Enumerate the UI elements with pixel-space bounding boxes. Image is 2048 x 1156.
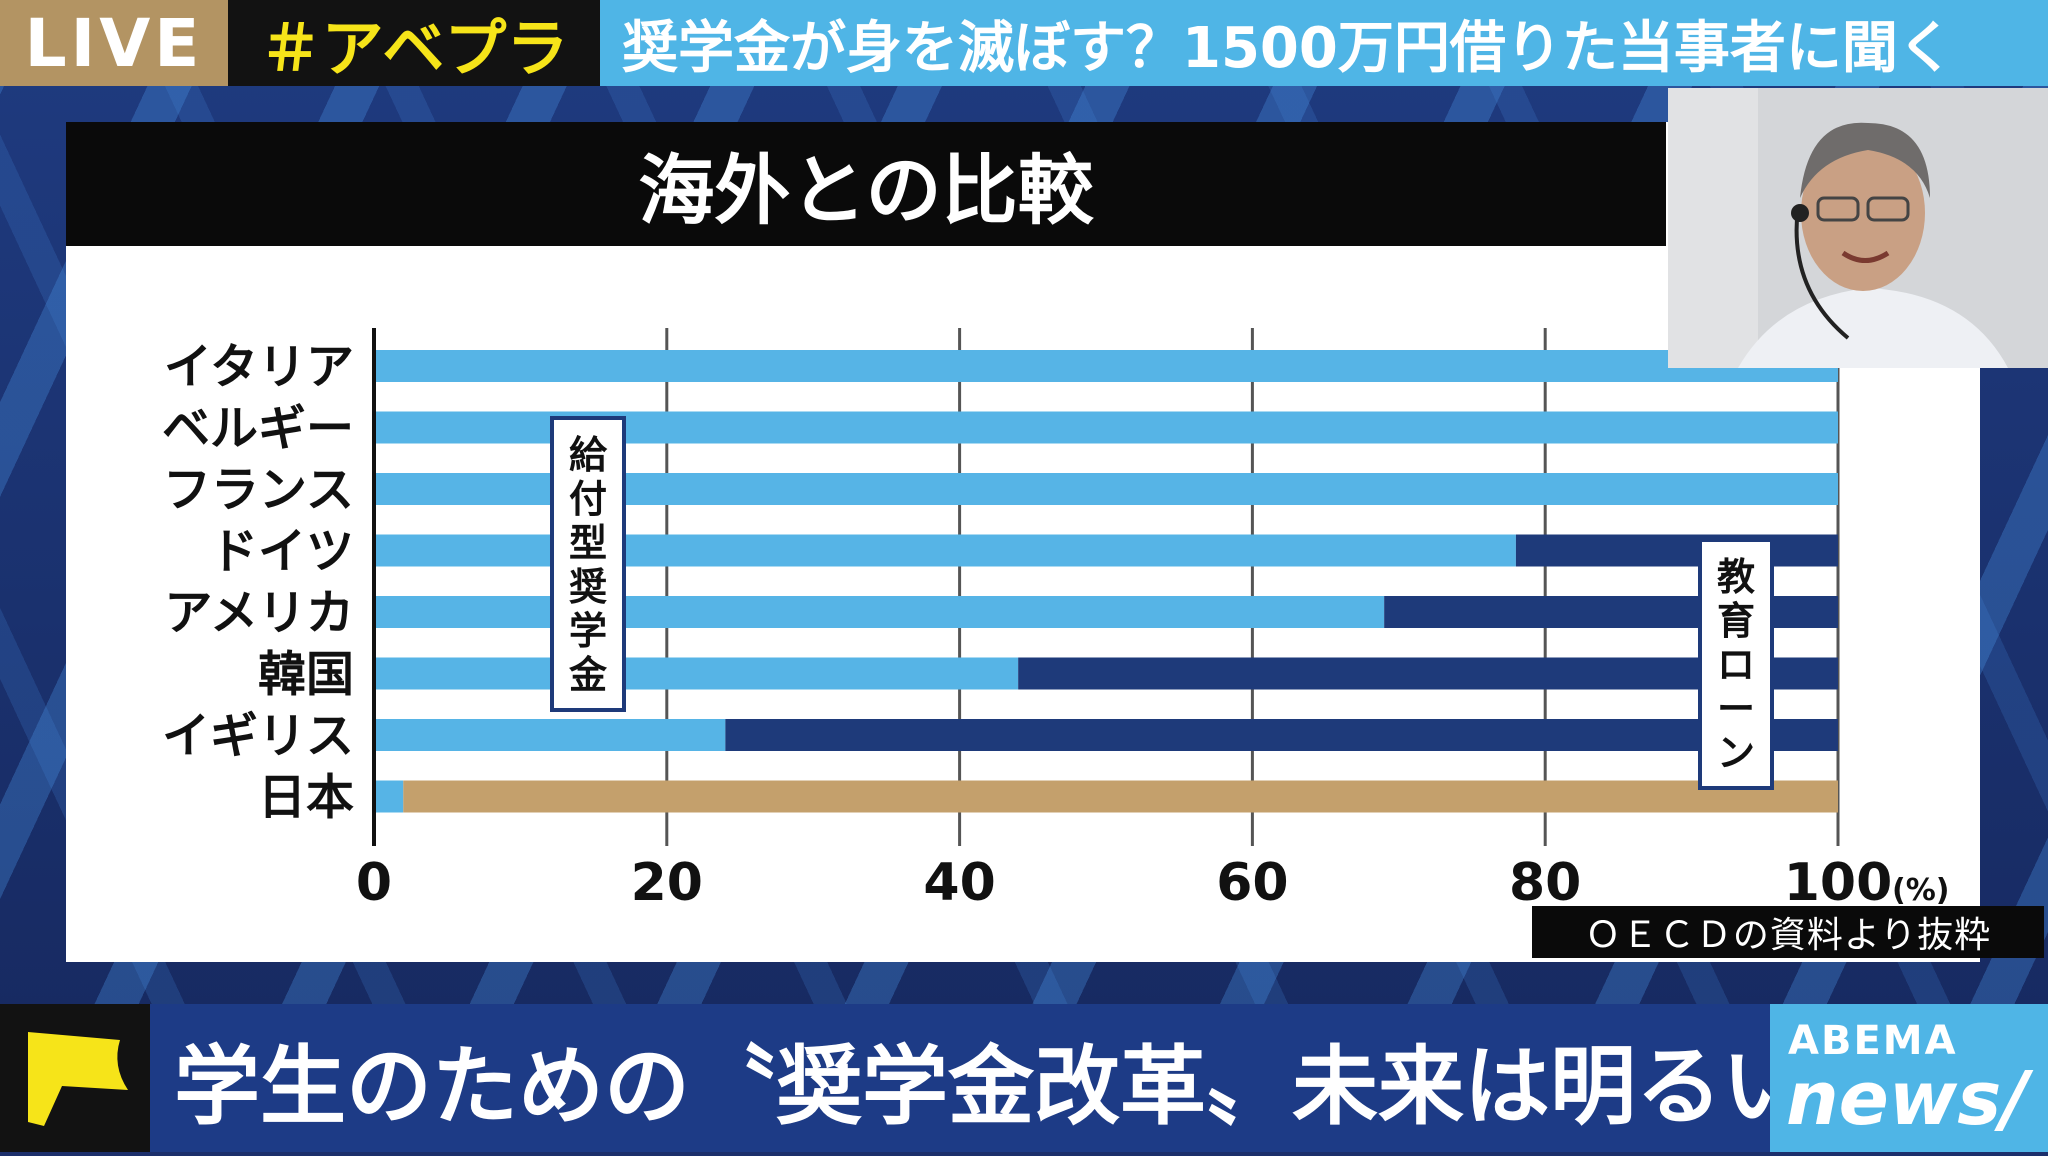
bar — [374, 350, 1838, 382]
bar — [374, 780, 404, 813]
category-label: イタリア — [164, 339, 354, 395]
loan-label-char: 育 — [1717, 599, 1755, 643]
grant-label-char: 給 — [569, 433, 608, 477]
x-tick-label: 60 — [1216, 853, 1288, 913]
x-tick-label: 100 — [1784, 853, 1893, 913]
guest-video-feed — [1668, 88, 2048, 368]
category-label: 韓国 — [258, 647, 354, 703]
caption-text: 学生のための〝奨学金改革〟未来は明るい？ — [150, 1004, 1894, 1152]
hashtag-label: ＃アベプラ — [228, 0, 600, 86]
flag-box — [0, 1004, 150, 1152]
category-label: ベルギー — [162, 401, 354, 457]
loan-label-char: 教 — [1717, 555, 1755, 599]
grant-label-char: 学 — [569, 609, 607, 653]
grant-label-char: 付 — [569, 477, 607, 521]
live-badge: LIVE — [0, 0, 228, 86]
category-label: フランス — [163, 462, 354, 518]
category-label: イギリス — [162, 708, 354, 764]
source-note: ＯＥＣＤの資料より抜粋 — [1532, 906, 2044, 958]
grant-label-char: 型 — [569, 521, 607, 565]
bar — [374, 596, 1385, 628]
category-label: 日本 — [258, 770, 354, 826]
grant-label-char: 奨 — [569, 565, 607, 609]
x-tick-label: 40 — [923, 853, 995, 913]
x-tick-label: 20 — [631, 853, 703, 913]
x-unit-label: (%) — [1892, 873, 1949, 908]
abema-news-logo: ABEMA news/ — [1770, 1004, 2048, 1152]
bar — [374, 534, 1516, 567]
loan-label-box — [1698, 538, 1774, 790]
x-tick-label: 0 — [356, 853, 392, 913]
category-label: アメリカ — [164, 585, 354, 641]
bar — [374, 719, 726, 751]
logo-news: news/ — [1786, 1056, 2029, 1142]
grant-label-char: 金 — [568, 653, 608, 697]
headline-text: 奨学金が身を滅ぼす？1500万円借りた当事者に聞く — [600, 0, 2048, 86]
grant-label-box — [550, 416, 626, 712]
logo-abema: ABEMA — [1788, 1018, 1958, 1064]
chart-panel: 海外との比較 イタリアベルギー フランスドイツ アメリカ韓国 イギリス日本 0 20 40 6… — [66, 122, 2044, 962]
loan-label-char: ン — [1717, 731, 1755, 775]
category-label: ドイツ — [210, 524, 354, 580]
bar — [403, 780, 1838, 813]
bar — [725, 719, 1838, 751]
bar — [374, 657, 1019, 690]
top-banner: LIVE ＃アベプラ 奨学金が身を滅ぼす？1500万円借りた当事者に聞く — [0, 0, 2048, 88]
loan-label-char: ー — [1717, 687, 1755, 731]
guest-avatar — [1668, 88, 2048, 368]
flag-icon — [28, 1032, 128, 1126]
bar — [1515, 534, 1838, 567]
x-tick-label: 80 — [1509, 853, 1581, 913]
chart-title: 海外との比較 — [66, 122, 1666, 246]
bottom-caption-bar: 学生のための〝奨学金改革〟未来は明るい？ ABEMA news/ — [0, 1004, 2048, 1152]
loan-label-char: ロ — [1717, 643, 1755, 687]
